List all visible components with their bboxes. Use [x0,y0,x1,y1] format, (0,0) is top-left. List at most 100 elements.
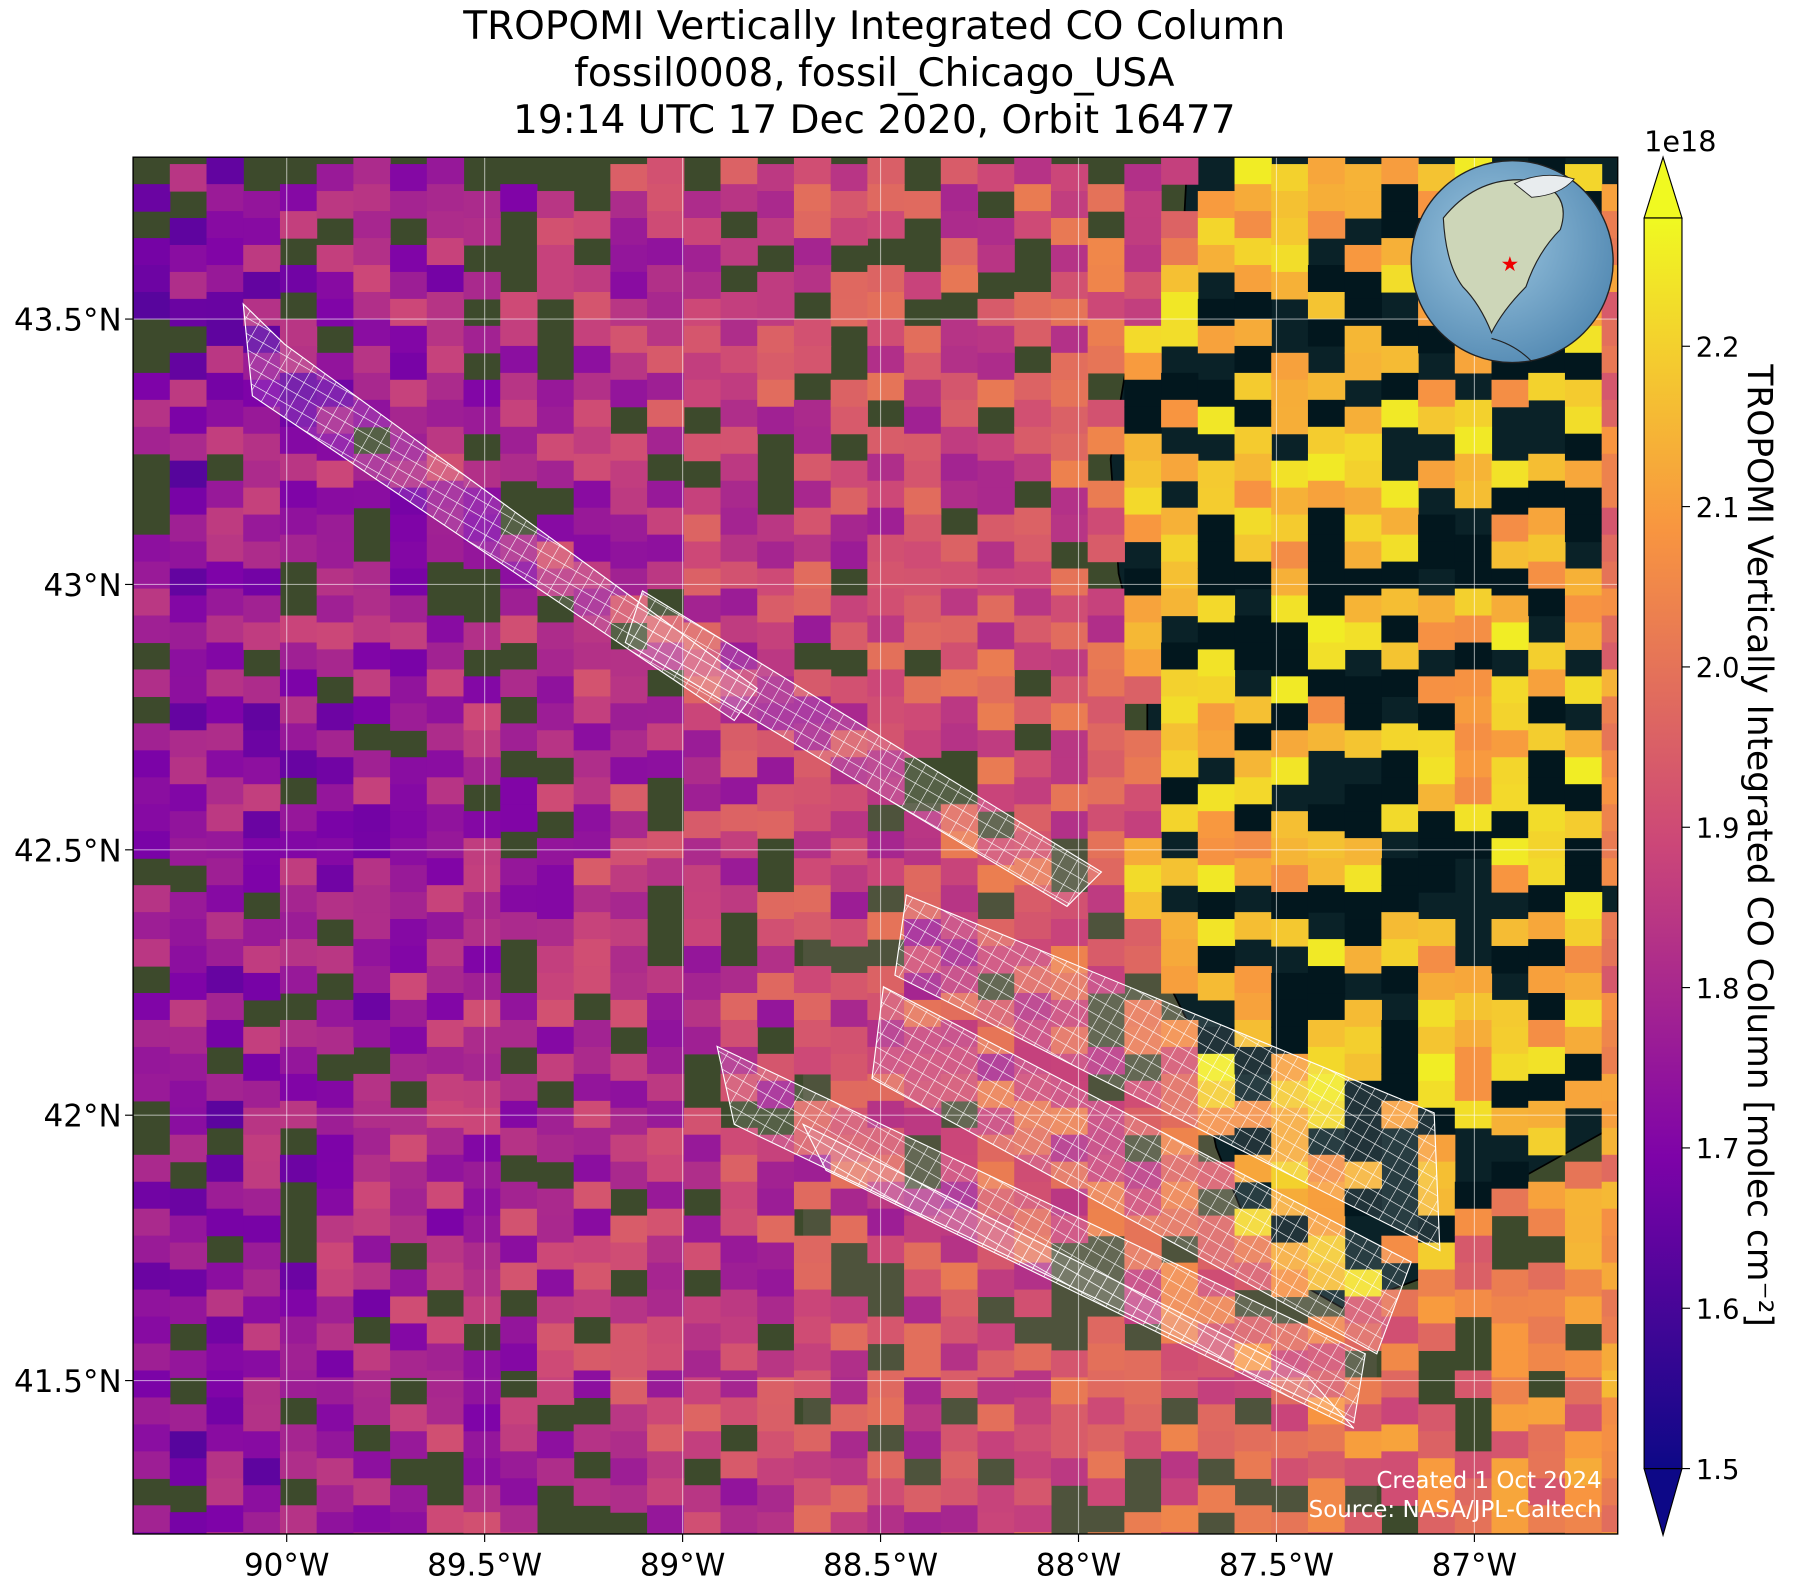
co-pixel [1381,372,1419,401]
co-pixel [1454,426,1493,455]
co-pixel [610,460,648,489]
co-pixel [1234,696,1272,724]
co-pixel [353,1154,391,1183]
co-pixel [1124,1539,1161,1567]
co-pixel [279,1370,318,1399]
co-pixel [1528,1451,1566,1479]
co-pixel [390,649,428,677]
co-pixel [977,676,1015,704]
co-pixel [793,1181,832,1210]
co-pixel [1454,750,1493,778]
co-pixel [647,372,685,401]
co-pixel [536,1458,575,1486]
co-pixel [610,379,648,408]
co-pixel [1344,945,1382,974]
co-pixel [316,784,354,812]
co-pixel [940,1262,979,1291]
co-pixel [353,696,391,724]
co-pixel [426,696,465,724]
co-pixel [169,811,208,839]
co-pixel [426,345,465,374]
co-pixel [1234,291,1272,320]
co-pixel [830,271,868,300]
co-pixel [133,1532,171,1534]
co-pixel [463,1269,501,1298]
co-pixel [1161,291,1199,320]
co-pixel [1491,838,1529,866]
co-pixel [536,676,575,704]
co-pixel [243,1269,281,1298]
co-pixel [243,676,281,704]
co-pixel [1124,649,1162,677]
co-pixel [1454,534,1493,563]
co-pixel [1344,703,1382,731]
co-pixel [1601,1208,1618,1237]
co-pixel [206,1181,244,1210]
co-pixel [206,642,244,671]
co-pixel [1491,379,1529,408]
colorbar-tick-label: 1.6 [1696,1294,1740,1326]
co-pixel [206,1289,244,1318]
co-pixel [683,568,722,597]
co-pixel [279,669,318,698]
co-pixel [904,379,942,408]
co-pixel [683,999,722,1028]
co-pixel [353,265,391,293]
co-pixel [206,211,244,239]
co-pixel [206,912,244,940]
co-pixel [316,892,354,920]
co-pixel [390,514,428,543]
co-pixel [1601,1505,1618,1533]
co-pixel [683,1026,722,1055]
co-pixel [1381,184,1419,212]
co-pixel [463,1404,501,1432]
co-pixel [904,568,942,597]
co-pixel [133,372,171,401]
co-pixel [610,487,648,516]
co-pixel [1050,433,1089,462]
co-pixel [1271,541,1309,570]
co-pixel [1234,993,1272,1021]
co-pixel [757,406,795,435]
co-pixel [1528,885,1566,913]
co-pixel [1564,433,1603,462]
co-pixel [1050,1458,1089,1486]
co-pixel [133,1343,171,1372]
co-pixel [1381,939,1419,967]
co-pixel [1344,1431,1382,1459]
co-pixel [1601,1073,1618,1102]
co-pixel [316,1026,354,1055]
co-pixel [1161,1478,1199,1506]
co-pixel [463,271,501,300]
co-pixel [647,318,685,347]
co-pixel [1491,595,1529,623]
co-pixel [463,325,501,354]
co-pixel [1344,1026,1382,1055]
co-pixel [1014,453,1052,482]
co-pixel [353,1100,391,1129]
co-pixel [1528,1046,1566,1075]
co-pixel [243,460,281,489]
co-pixel [1271,1458,1309,1486]
co-pixel [1454,1046,1493,1075]
co-pixel [610,217,648,246]
co-pixel [647,265,685,293]
co-pixel [169,298,208,327]
co-pixel [1307,453,1346,482]
co-pixel [573,399,611,428]
co-pixel [757,1215,795,1244]
co-pixel [1381,588,1419,617]
co-pixel [683,1350,722,1378]
co-pixel [1087,642,1125,671]
co-pixel [206,588,244,617]
co-pixel [1197,595,1236,623]
co-pixel [1601,615,1618,644]
co-pixel [1087,480,1125,509]
co-pixel [683,1431,722,1459]
co-pixel [1234,426,1272,455]
co-pixel [940,534,979,563]
co-pixel [1307,1505,1346,1533]
co-pixel [867,184,905,212]
co-pixel [169,595,208,623]
co-pixel [904,865,942,893]
